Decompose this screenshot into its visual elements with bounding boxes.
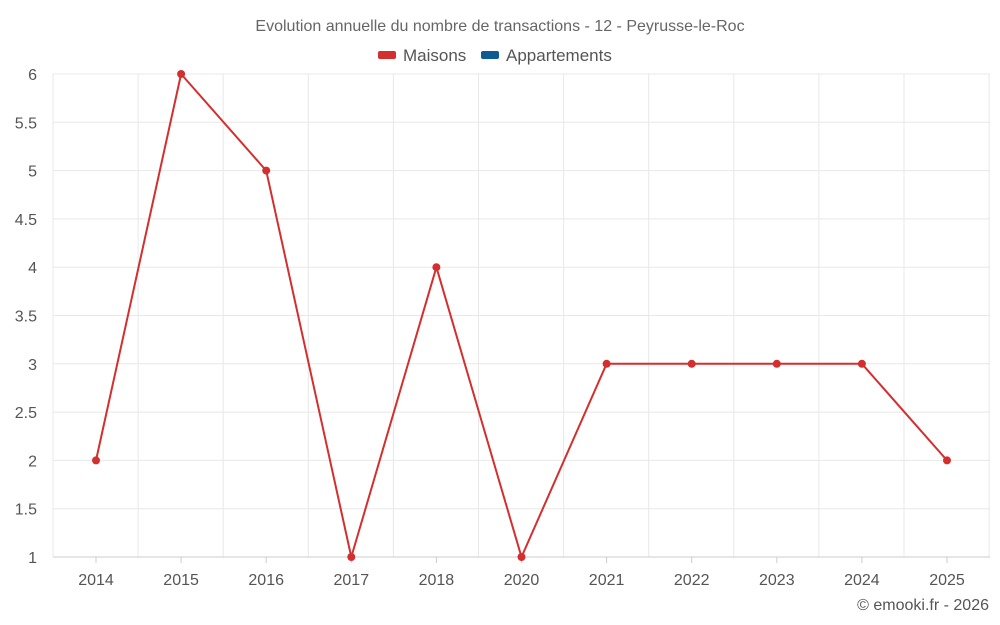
data-point-maisons[interactable] <box>943 456 951 465</box>
x-tick-label: 2020 <box>504 572 540 589</box>
legend-item-appartements[interactable]: Appartements <box>481 46 612 65</box>
y-tick-label: 1.5 <box>15 502 37 519</box>
series-layer <box>92 70 951 561</box>
y-tick-label: 3.5 <box>15 309 37 326</box>
y-tick-label: 5.5 <box>15 115 37 132</box>
y-axis-ticks: 1 1.5 2 2.5 3 3.5 4 4.5 5 5.5 6 <box>15 67 37 567</box>
data-point-maisons[interactable] <box>687 359 696 368</box>
y-tick-label: 4 <box>28 260 37 277</box>
grid <box>52 73 990 558</box>
y-tick-label: 3 <box>28 357 37 374</box>
x-tick-label: 2014 <box>78 572 114 589</box>
legend: Maisons Appartements <box>378 46 612 65</box>
x-tick-label: 2016 <box>248 572 284 589</box>
y-tick-label: 4.5 <box>15 212 37 229</box>
x-tick-label: 2021 <box>589 572 625 589</box>
x-tick-label: 2023 <box>759 572 795 589</box>
legend-item-maisons[interactable]: Maisons <box>378 46 466 65</box>
data-point-maisons[interactable] <box>177 70 186 78</box>
credit-text: © emooki.fr - 2026 <box>857 597 989 614</box>
y-tick-label: 2.5 <box>15 405 37 422</box>
data-point-maisons[interactable] <box>517 553 526 561</box>
data-point-maisons[interactable] <box>432 263 441 272</box>
x-tick-label: 2017 <box>334 572 370 589</box>
data-point-maisons[interactable] <box>262 166 271 175</box>
y-tick-label: 2 <box>28 453 37 470</box>
legend-label-appartements: Appartements <box>506 46 612 65</box>
x-axis-ticks: 2014 2015 2016 2017 2018 2020 2021 2022 2023 2024… <box>78 557 965 589</box>
data-point-maisons[interactable] <box>602 359 611 368</box>
y-tick-label: 5 <box>28 164 37 181</box>
legend-swatch-appartements <box>481 51 499 59</box>
x-tick-label: 2022 <box>674 572 710 589</box>
data-point-maisons[interactable] <box>772 359 781 368</box>
x-tick-label: 2024 <box>844 572 880 589</box>
x-tick-label: 2025 <box>929 572 965 589</box>
data-point-maisons[interactable] <box>92 456 100 465</box>
x-tick-label: 2015 <box>163 572 199 589</box>
x-tick-label: 2018 <box>419 572 455 589</box>
y-tick-label: 1 <box>28 550 37 567</box>
data-point-maisons[interactable] <box>347 553 356 561</box>
legend-swatch-maisons <box>378 51 396 59</box>
chart-title: Evolution annuelle du nombre de transact… <box>255 18 744 35</box>
data-point-maisons[interactable] <box>857 359 866 368</box>
y-tick-label: 6 <box>28 67 37 84</box>
legend-label-maisons: Maisons <box>403 46 466 65</box>
